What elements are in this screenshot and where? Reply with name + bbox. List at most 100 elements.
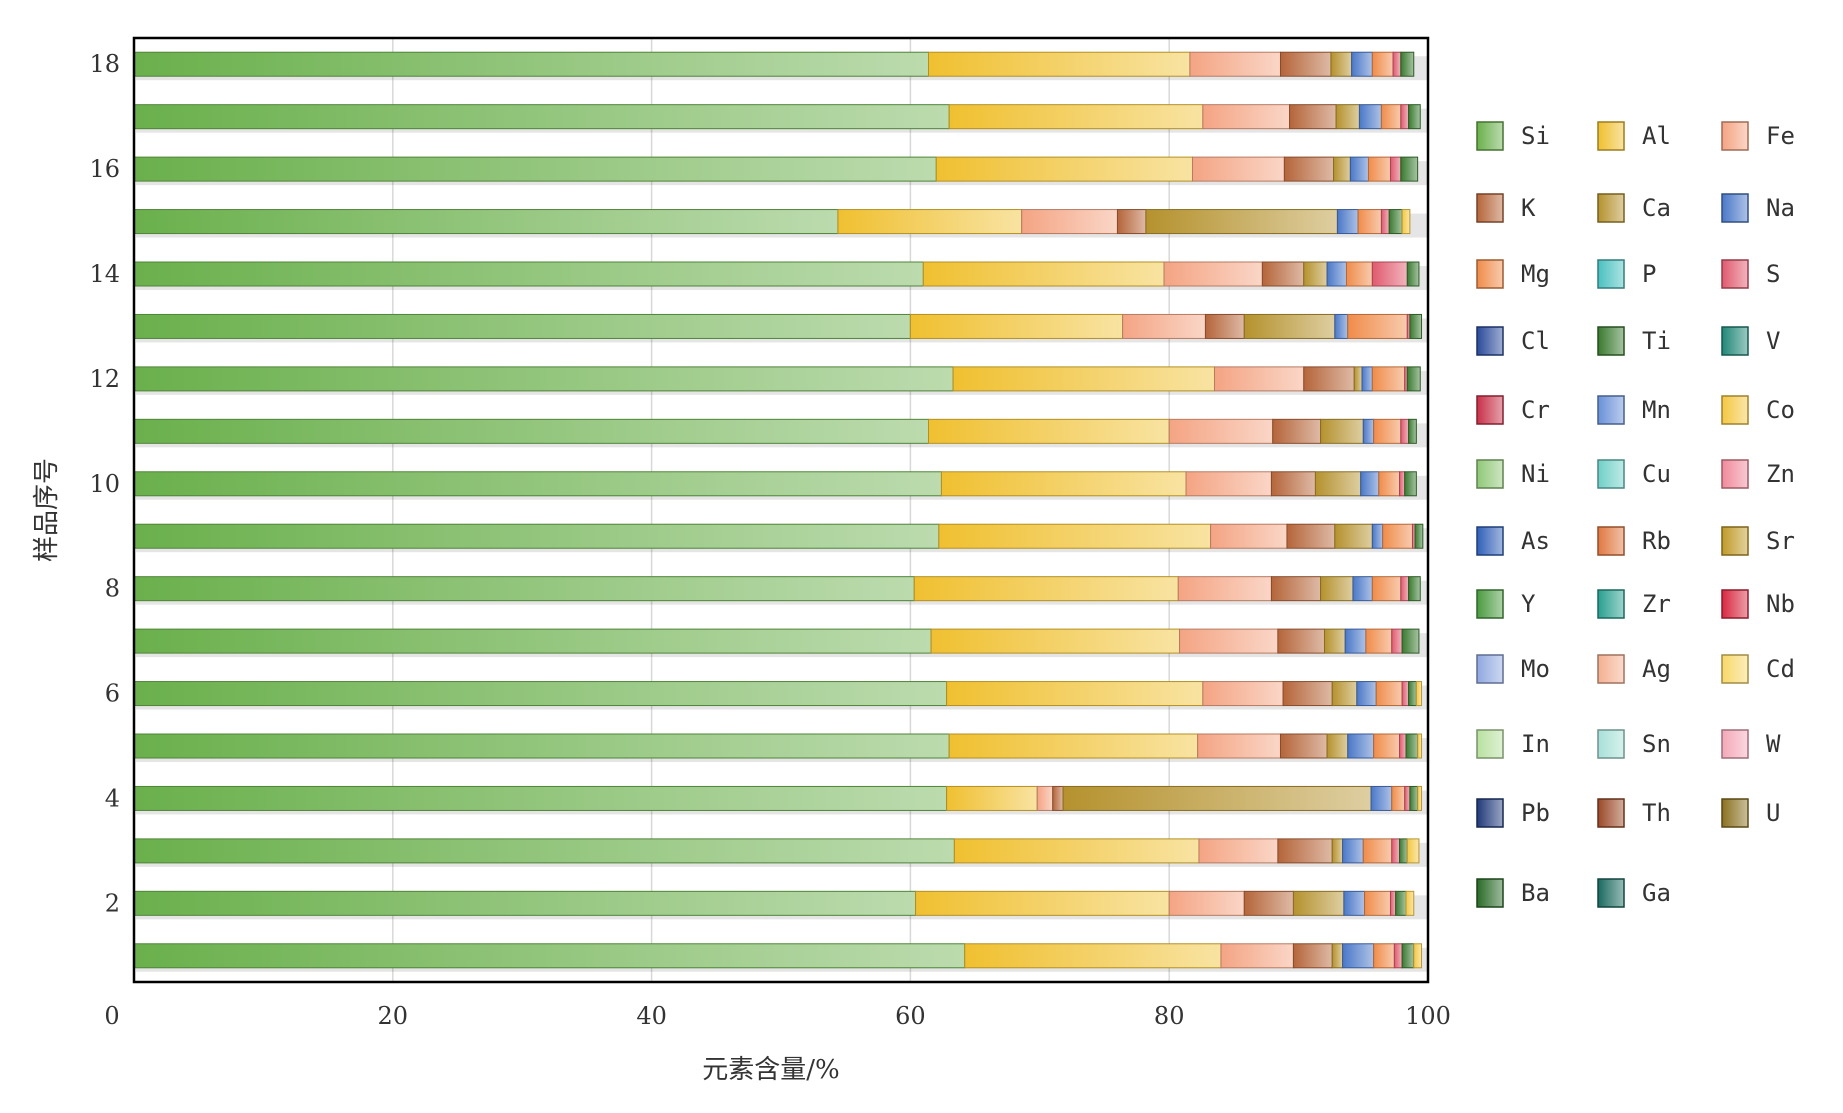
legend-label: Sr bbox=[1766, 527, 1795, 555]
bar-segment-si bbox=[133, 104, 950, 130]
bar-segment-si bbox=[133, 576, 915, 602]
bar-row-17 bbox=[133, 104, 1428, 133]
legend-label: Th bbox=[1642, 799, 1671, 827]
y-tick-labels: 2 4 6 8 10 12 14 16 18 bbox=[89, 50, 120, 917]
bar-segment-mg bbox=[1347, 313, 1408, 339]
legend-swatch bbox=[1721, 589, 1749, 619]
bar-segment-k bbox=[1052, 785, 1064, 811]
bar-segment-ca bbox=[1314, 471, 1362, 497]
bar-segment-ti bbox=[1404, 471, 1417, 497]
bar-segment-fe bbox=[1179, 628, 1279, 654]
bar-segment-si bbox=[133, 943, 966, 969]
legend-swatch bbox=[1476, 121, 1504, 151]
bar-segment-si bbox=[133, 471, 942, 497]
bar-segment-ti bbox=[1408, 576, 1421, 602]
bar-segment-ti bbox=[1401, 628, 1420, 654]
bar-segment-na bbox=[1342, 838, 1364, 864]
bar-row-2 bbox=[133, 890, 1428, 920]
bar-segment-si bbox=[133, 156, 937, 182]
bar-segment-ti bbox=[1395, 890, 1407, 916]
y-tick-label: 16 bbox=[89, 155, 120, 183]
bar-segment-ca bbox=[1320, 418, 1364, 444]
legend-swatch bbox=[1476, 798, 1504, 828]
bar-segment-ca bbox=[1320, 576, 1354, 602]
bar-segment-fe bbox=[1185, 471, 1272, 497]
bar-segment-al bbox=[909, 313, 1124, 339]
bar-segment-co bbox=[1417, 733, 1423, 759]
legend-label: W bbox=[1766, 730, 1781, 758]
bar-segment-ti bbox=[1406, 261, 1420, 287]
legend-item-pb: Pb bbox=[1476, 798, 1550, 828]
bar-segment-mg bbox=[1373, 943, 1395, 969]
bar-row-6 bbox=[133, 681, 1428, 710]
legend-swatch bbox=[1597, 526, 1625, 556]
legend-label: Ga bbox=[1642, 879, 1671, 907]
bar-segment-k bbox=[1283, 156, 1335, 182]
legend-item-s: S bbox=[1721, 259, 1780, 289]
bar-segment-na bbox=[1358, 104, 1382, 130]
bar-segment-ca bbox=[1333, 156, 1351, 182]
bar-segment-na bbox=[1356, 681, 1377, 707]
legend-label: Zn bbox=[1766, 460, 1795, 488]
bar-segment-ti bbox=[1408, 418, 1417, 444]
bar-segment-na bbox=[1342, 943, 1375, 969]
legend-item-cr: Cr bbox=[1476, 395, 1550, 425]
bar-segment-fe bbox=[1036, 785, 1054, 811]
legend-item-u: U bbox=[1721, 798, 1780, 828]
bar-segment-k bbox=[1286, 523, 1336, 549]
bar-segment-fe bbox=[1202, 681, 1284, 707]
legend-swatch bbox=[1597, 729, 1625, 759]
bar-segment-al bbox=[915, 890, 1170, 916]
legend-swatch bbox=[1721, 654, 1749, 684]
legend-item-sn: Sn bbox=[1597, 729, 1671, 759]
legend-swatch bbox=[1597, 589, 1625, 619]
bar-segment-fe bbox=[1198, 838, 1279, 864]
bar-segment-mg bbox=[1375, 681, 1403, 707]
bar-segment-na bbox=[1351, 51, 1373, 77]
bar-segment-co bbox=[1415, 681, 1423, 707]
legend-swatch bbox=[1476, 395, 1504, 425]
bar-segment-na bbox=[1361, 366, 1373, 392]
bar-segment-si bbox=[133, 733, 950, 759]
bar-segment-si bbox=[133, 418, 930, 444]
bar-segment-si bbox=[133, 628, 932, 654]
legend-item-fe: Fe bbox=[1721, 121, 1795, 151]
bar-segment-ca bbox=[1330, 51, 1353, 77]
legend-label: Pb bbox=[1521, 799, 1550, 827]
bar-segment-na bbox=[1344, 628, 1367, 654]
legend-item-in: In bbox=[1476, 729, 1550, 759]
bar-row-11 bbox=[133, 418, 1428, 448]
bar-segment-ti bbox=[1408, 104, 1421, 130]
bar-segment-fe bbox=[1191, 156, 1285, 182]
bar-segment-na bbox=[1370, 785, 1393, 811]
legend-item-na: Na bbox=[1721, 193, 1795, 223]
bar-segment-al bbox=[938, 523, 1212, 549]
bar-row-7 bbox=[133, 628, 1428, 658]
bar-segment-k bbox=[1243, 890, 1294, 916]
legend-swatch bbox=[1721, 259, 1749, 289]
bar-segment-na bbox=[1334, 313, 1349, 339]
bar-segment-ca bbox=[1353, 366, 1363, 392]
bar-segment-ca bbox=[1331, 838, 1344, 864]
bar-segment-si bbox=[133, 681, 948, 707]
legend-label: Fe bbox=[1766, 122, 1795, 150]
bar-segment-s bbox=[1389, 890, 1397, 916]
legend-label: Cl bbox=[1521, 327, 1550, 355]
legend-label: P bbox=[1642, 260, 1656, 288]
bar-segment-co bbox=[1405, 890, 1415, 916]
legend-label: Rb bbox=[1642, 527, 1671, 555]
bar-segment-ca bbox=[1335, 104, 1360, 130]
legend-item-as: As bbox=[1476, 526, 1550, 556]
legend-label: Si bbox=[1521, 122, 1550, 150]
bar-row-16 bbox=[133, 156, 1428, 186]
bar-segment-mg bbox=[1380, 104, 1402, 130]
bar-segment-mg bbox=[1362, 838, 1393, 864]
legend-swatch bbox=[1721, 526, 1749, 556]
legend-label: U bbox=[1766, 799, 1780, 827]
y-tick-label: 10 bbox=[89, 470, 120, 498]
bar-segment-k bbox=[1279, 51, 1332, 77]
bar-segment-ti bbox=[1409, 313, 1423, 339]
bar-segment-ca bbox=[1326, 733, 1349, 759]
bar-segment-k bbox=[1279, 733, 1328, 759]
